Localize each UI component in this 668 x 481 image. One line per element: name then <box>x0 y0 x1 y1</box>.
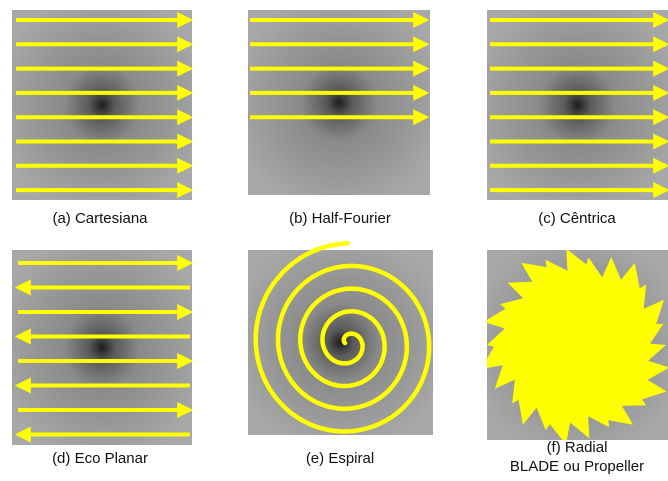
panels <box>12 10 668 445</box>
kspace-image <box>12 10 192 200</box>
panel-label: (b) Half-Fourier <box>289 210 391 227</box>
kspace-image <box>248 10 430 195</box>
panel-label: (f) Radial <box>547 439 608 456</box>
page: {"panels": [ {"label": "(a) Cartesiana"}… <box>0 0 668 481</box>
kspace-image <box>12 250 192 445</box>
panel-label: (a) Cartesiana <box>52 210 148 227</box>
kspace-image <box>487 10 668 200</box>
figure: (a) Cartesiana (b) Half-Fourier (c) Cênt… <box>0 0 668 481</box>
panel-label: (c) Cêntrica <box>538 210 616 227</box>
panel-sublabel: BLADE ou Propeller <box>510 458 644 475</box>
panel-label: (d) Eco Planar <box>52 450 148 467</box>
panel-label: (e) Espiral <box>306 450 374 467</box>
